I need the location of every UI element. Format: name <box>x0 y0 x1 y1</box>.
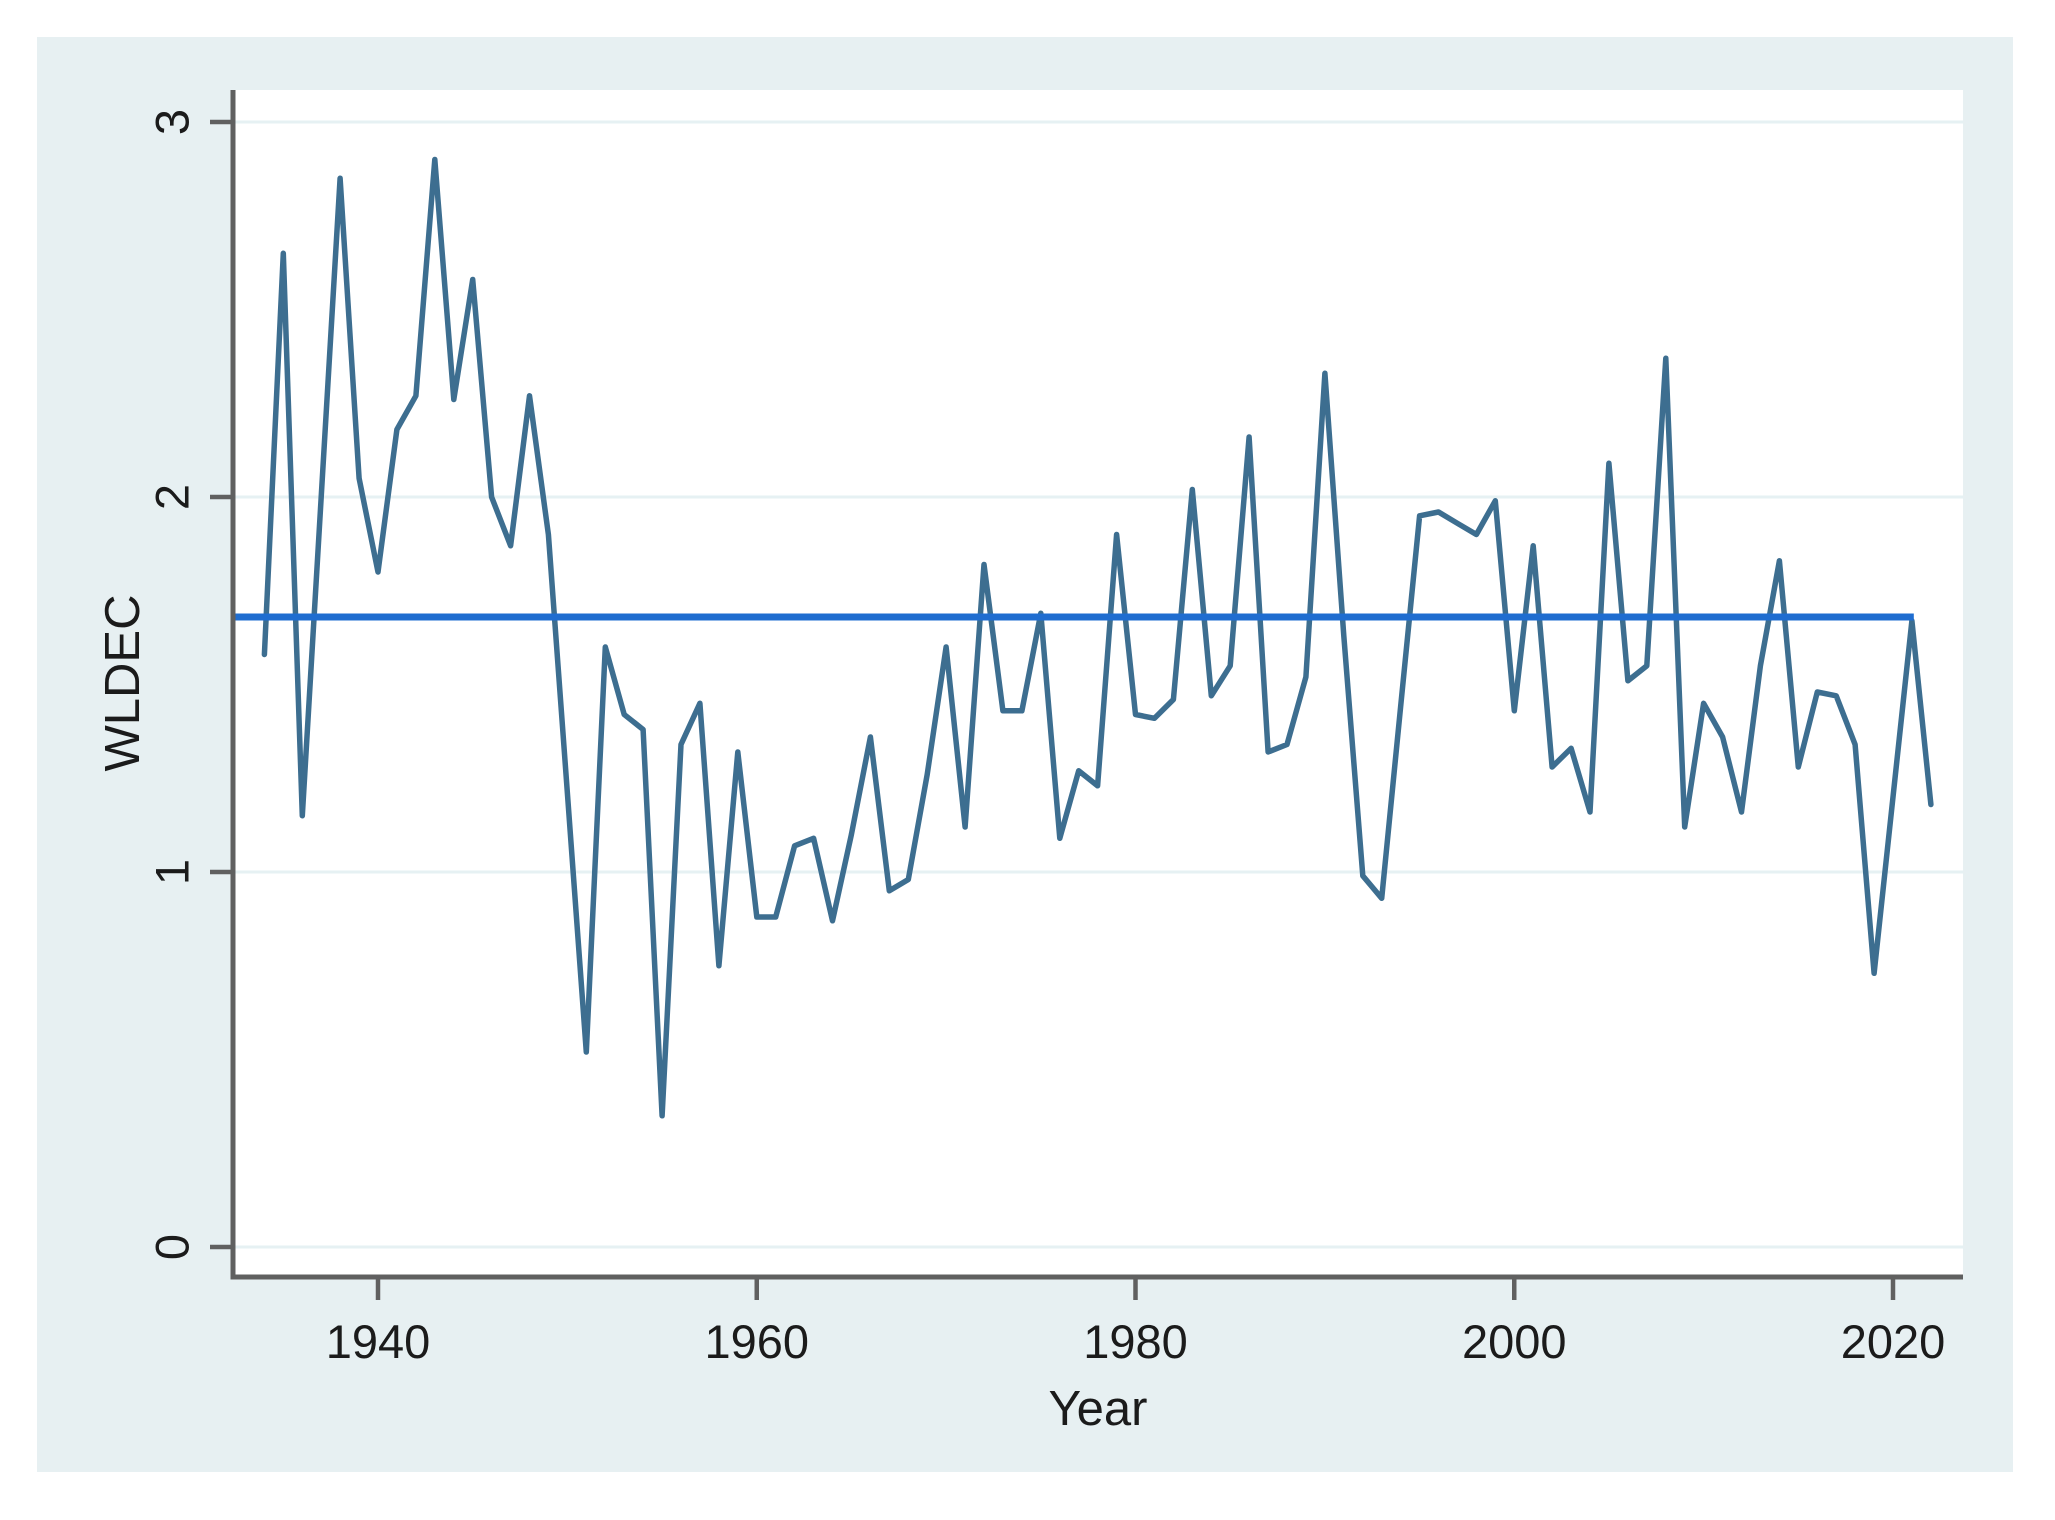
y-axis-title: WLDEC <box>96 595 150 772</box>
y-tick-label-0: 0 <box>146 1234 199 1260</box>
y-tick-label-3: 3 <box>146 109 199 135</box>
x-tick-label-2000: 2000 <box>1462 1315 1567 1368</box>
y-tick-label-1: 1 <box>146 859 199 885</box>
x-tick-label-1980: 1980 <box>1083 1315 1188 1368</box>
x-tick-label-1960: 1960 <box>704 1315 809 1368</box>
y-tick-label-2: 2 <box>146 484 199 510</box>
x-tick-label-2020: 2020 <box>1841 1315 1946 1368</box>
x-axis-ticks: 1940 1960 1980 2000 2020 <box>326 1277 1946 1368</box>
x-axis-title: Year <box>1048 1382 1147 1436</box>
gridlines <box>233 120 1963 1249</box>
x-tick-label-1940: 1940 <box>326 1315 431 1368</box>
plot-area <box>233 90 1963 1277</box>
wldec-series-line <box>261 156 1934 1119</box>
y-axis-ticks: 0 1 2 3 <box>146 109 233 1260</box>
